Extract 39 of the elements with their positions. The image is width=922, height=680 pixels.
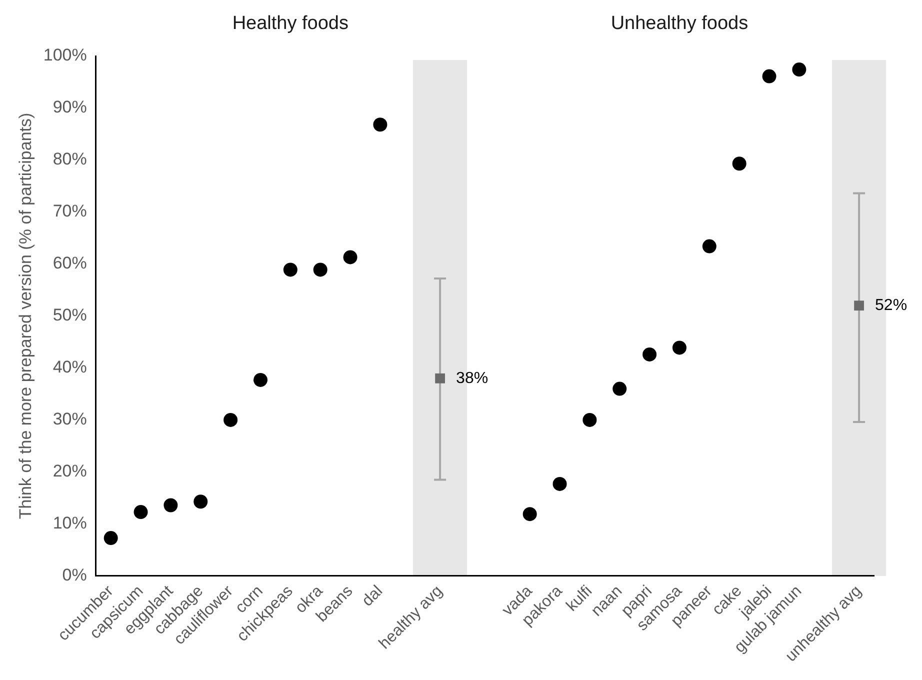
- point: [582, 412, 597, 427]
- point: [792, 62, 806, 77]
- point: [253, 372, 268, 387]
- data-label: 38%: [456, 370, 488, 387]
- y-tick-label: 50%: [52, 306, 87, 325]
- y-tick-label: 60%: [52, 254, 87, 273]
- point: [732, 156, 746, 171]
- y-tick-label: 10%: [52, 514, 87, 533]
- y-tick-label: 40%: [52, 358, 87, 377]
- point: [373, 118, 388, 132]
- point: [762, 69, 776, 84]
- point: [672, 340, 686, 355]
- point: [343, 250, 358, 264]
- y-tick-label: 80%: [52, 150, 87, 169]
- point: [702, 239, 716, 254]
- y-tick-label: 90%: [52, 98, 87, 117]
- point: [435, 373, 445, 384]
- y-axis-title: Think of the more prepared version (% of participants): [16, 112, 35, 520]
- y-tick-label: 70%: [52, 202, 87, 221]
- point: [164, 498, 178, 512]
- point: [194, 494, 208, 509]
- y-tick-label: 30%: [52, 410, 87, 429]
- point: [642, 347, 657, 362]
- point: [104, 531, 118, 546]
- point: [224, 412, 238, 427]
- point: [283, 262, 298, 277]
- point: [522, 507, 537, 522]
- data-label: 52%: [875, 296, 908, 314]
- point: [612, 382, 627, 396]
- point: [552, 476, 567, 491]
- point: [854, 300, 864, 311]
- point: [313, 262, 328, 277]
- text: Healthy foods: [232, 13, 349, 34]
- y-tick-label: 20%: [52, 462, 87, 481]
- y-tick-label: 0%: [62, 566, 87, 585]
- point: [134, 505, 148, 520]
- text: Unhealthy foods: [610, 13, 748, 34]
- y-tick-label: 100%: [43, 46, 87, 65]
- x-tick-label: dal: [359, 582, 386, 610]
